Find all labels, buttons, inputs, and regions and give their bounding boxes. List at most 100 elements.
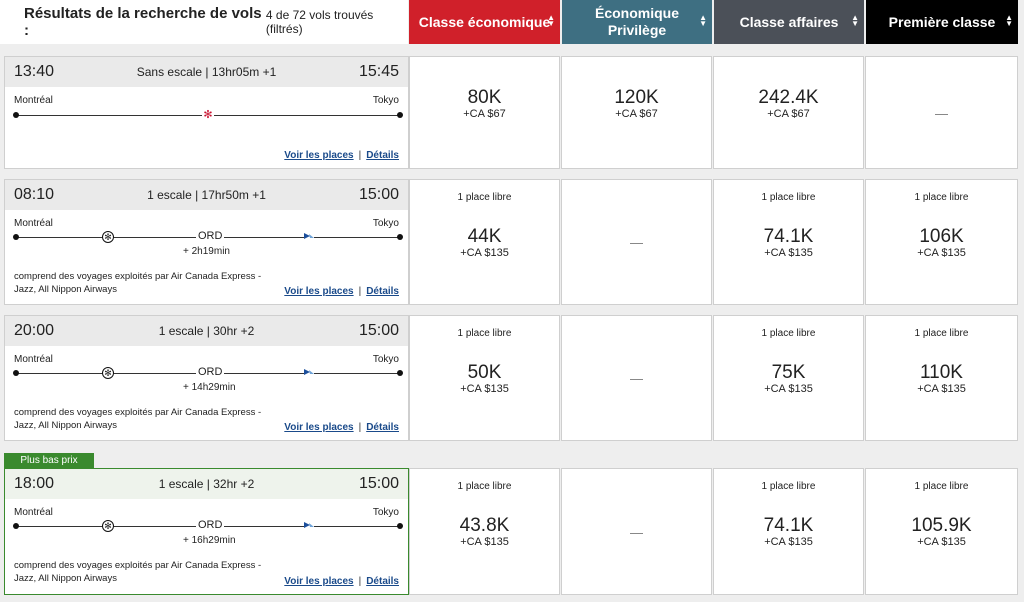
arrival-time: 15:00: [358, 322, 399, 339]
stopover-airport: ORD: [196, 519, 225, 531]
fare-points: 50K: [467, 362, 502, 383]
fare-cell[interactable]: 1 place libre 105.9K +CA $135: [865, 468, 1018, 595]
fare-unavailable: —: [630, 371, 643, 386]
fare-cell[interactable]: 1 place libre 74.1K +CA $135: [713, 468, 864, 595]
fare-unavailable: —: [630, 524, 643, 540]
link-separator: |: [358, 150, 362, 161]
operated-by-note: comprend des voyages exploités par Air C…: [14, 271, 262, 295]
origin-dot-icon: [13, 234, 19, 240]
fare-taxes: +CA $135: [917, 383, 966, 395]
column-header-label: Classe affaires: [739, 13, 839, 30]
sort-icon[interactable]: ▲ ▼: [547, 13, 555, 28]
column-header-premium-economy[interactable]: Économique Privilège ▲ ▼: [562, 0, 712, 44]
route-line: ✻: [13, 109, 403, 121]
details-link[interactable]: Détails: [366, 286, 399, 297]
origin-city: Montréal: [14, 354, 53, 365]
destination-city: Tokyo: [372, 95, 399, 106]
fare-taxes: +CA $67: [767, 108, 810, 120]
flight-card[interactable]: 13:40 Sans escale | 13hr05m +1 15:45 Mon…: [4, 56, 409, 169]
origin-city: Montréal: [14, 95, 53, 106]
flight-card[interactable]: 08:10 1 escale | 17hr50m +1 15:00 Montré…: [4, 179, 409, 305]
fare-taxes: +CA $135: [764, 383, 813, 395]
layover-duration: + 2h19min: [183, 246, 230, 257]
fare-taxes: +CA $67: [615, 108, 658, 120]
view-seats-link[interactable]: Voir les places: [284, 576, 354, 587]
fare-points: 75K: [771, 362, 806, 383]
fare-cell: —: [561, 468, 712, 595]
details-link[interactable]: Détails: [366, 422, 399, 433]
fare-cell[interactable]: 1 place libre 50K +CA $135: [409, 315, 560, 441]
column-header-label: Économique Privilège: [594, 5, 679, 38]
flight-times-bar: 08:10 1 escale | 17hr50m +1 15:00: [5, 180, 408, 210]
flight-links: Voir les places | Détails: [284, 286, 399, 297]
details-link[interactable]: Détails: [366, 576, 399, 587]
arrival-time: 15:00: [358, 186, 399, 203]
layover-duration: + 14h29min: [183, 382, 236, 393]
flight-card[interactable]: 20:00 1 escale | 30hr +2 15:00 Montréal …: [4, 315, 409, 441]
origin-city: Montréal: [14, 218, 53, 229]
origin-city: Montréal: [14, 507, 53, 518]
origin-dot-icon: [13, 112, 19, 118]
flight-row: 20:00 1 escale | 30hr +2 15:00 Montréal …: [4, 315, 1018, 441]
seats-available: 1 place libre: [761, 192, 816, 203]
flight-links: Voir les places | Détails: [284, 150, 399, 161]
flight-summary: Sans escale | 13hr05m +1: [136, 65, 277, 79]
origin-dot-icon: [13, 523, 19, 529]
fare-taxes: +CA $135: [764, 536, 813, 548]
flight-row: 08:10 1 escale | 17hr50m +1 15:00 Montré…: [4, 179, 1018, 305]
flight-row: 18:00 1 escale | 32hr +2 15:00 Montréal …: [4, 468, 1018, 595]
fare-cell[interactable]: 1 place libre 44K +CA $135: [409, 179, 560, 305]
fare-cell[interactable]: 80K +CA $67: [409, 56, 560, 169]
fare-cell[interactable]: 1 place libre 74.1K +CA $135: [713, 179, 864, 305]
stopover-airport: ORD: [196, 366, 225, 378]
fare-points: 105.9K: [911, 515, 972, 536]
flight-links: Voir les places | Détails: [284, 422, 399, 433]
flight-summary: 1 escale | 32hr +2: [158, 477, 255, 491]
flight-summary: 1 escale | 17hr50m +1: [147, 188, 266, 202]
view-seats-link[interactable]: Voir les places: [284, 286, 354, 297]
operated-by-note: comprend des voyages exploités par Air C…: [14, 560, 262, 584]
fare-cell[interactable]: 1 place libre 110K +CA $135: [865, 315, 1018, 441]
flight-card[interactable]: 18:00 1 escale | 32hr +2 15:00 Montréal …: [4, 468, 409, 595]
results-header: Résultats de la recherche de vols : 4 de…: [0, 0, 1024, 44]
seats-available: 1 place libre: [914, 192, 969, 203]
fare-taxes: +CA $135: [460, 383, 509, 395]
sort-icon[interactable]: ▲ ▼: [1005, 13, 1013, 28]
fare-cell[interactable]: 1 place libre 106K +CA $135: [865, 179, 1018, 305]
sort-icon[interactable]: ▲ ▼: [699, 13, 707, 28]
results-title-bar: Résultats de la recherche de vols : 4 de…: [0, 0, 408, 44]
results-count: 4 de 72 vols trouvés (filtrés): [265, 8, 374, 36]
fare-points: 80K: [467, 87, 502, 108]
column-header-business[interactable]: Classe affaires ▲ ▼: [714, 0, 864, 44]
flight-summary: 1 escale | 30hr +2: [158, 324, 255, 338]
fare-unavailable: —: [630, 235, 643, 250]
sort-icon[interactable]: ▲ ▼: [851, 13, 859, 28]
fare-taxes: +CA $135: [460, 247, 509, 259]
fare-taxes: +CA $67: [463, 108, 506, 120]
view-seats-link[interactable]: Voir les places: [284, 150, 354, 161]
air-canada-roundel-icon: ✻: [102, 231, 114, 243]
link-separator: |: [358, 286, 362, 297]
link-separator: |: [358, 422, 362, 433]
flight-times-bar: 20:00 1 escale | 30hr +2 15:00: [5, 316, 408, 346]
column-header-first[interactable]: Première classe ▲ ▼: [866, 0, 1018, 44]
fare-points: 242.4K: [758, 87, 819, 108]
fare-cell[interactable]: 1 place libre 43.8K +CA $135: [409, 468, 560, 595]
fare-cell[interactable]: 242.4K +CA $67: [713, 56, 864, 169]
fare-points: 110K: [920, 362, 963, 383]
column-header-economy[interactable]: Classe économique ▲ ▼: [409, 0, 560, 44]
destination-dot-icon: [397, 112, 403, 118]
view-seats-link[interactable]: Voir les places: [284, 422, 354, 433]
fare-cell[interactable]: 120K +CA $67: [561, 56, 712, 169]
destination-dot-icon: [397, 370, 403, 376]
fare-cell[interactable]: 1 place libre 75K +CA $135: [713, 315, 864, 441]
departure-time: 13:40: [14, 63, 55, 80]
fare-points: 74.1K: [763, 226, 814, 247]
fare-taxes: +CA $135: [917, 247, 966, 259]
departure-time: 08:10: [14, 186, 55, 203]
ana-logo-icon: [304, 521, 314, 529]
departure-time: 20:00: [14, 322, 55, 339]
operated-by-note: comprend des voyages exploités par Air C…: [14, 407, 262, 431]
details-link[interactable]: Détails: [366, 150, 399, 161]
results-title: Résultats de la recherche de vols :: [24, 5, 262, 39]
